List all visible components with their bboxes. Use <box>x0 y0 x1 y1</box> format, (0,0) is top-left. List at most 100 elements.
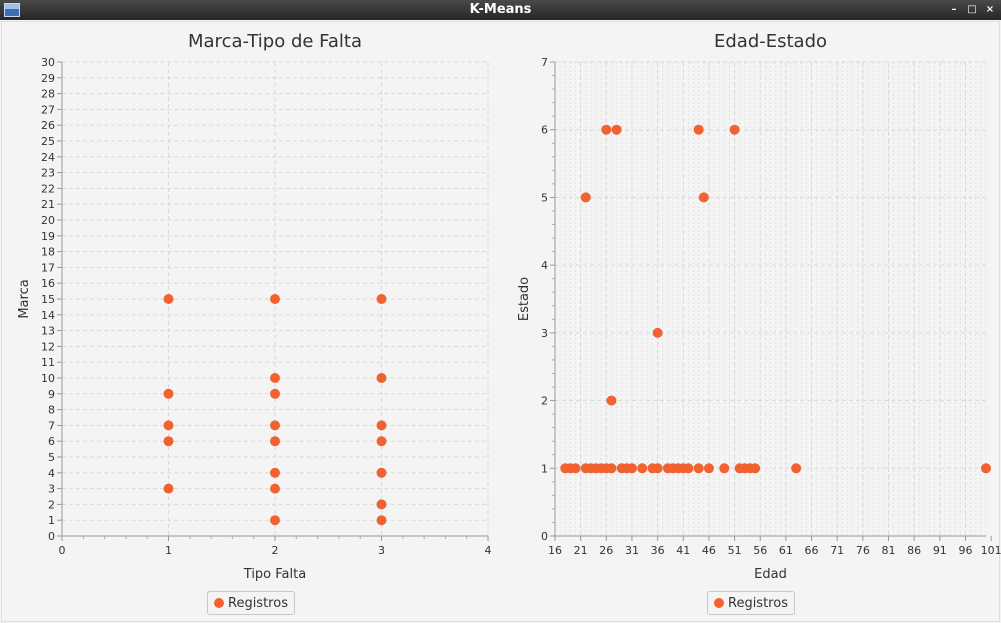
data-point <box>750 463 761 474</box>
y-tick-label: 30 <box>41 56 55 69</box>
data-point <box>693 124 704 135</box>
x-axis-label: Tipo Falta <box>243 567 306 582</box>
x-tick-label: 0 <box>59 544 66 557</box>
data-point <box>376 420 387 431</box>
x-tick-label: 101 <box>981 544 1001 557</box>
y-tick-label: 6 <box>541 124 548 137</box>
x-tick-label: 3 <box>378 544 385 557</box>
data-point <box>270 388 280 399</box>
y-tick-label: 29 <box>41 72 55 85</box>
x-tick-label: 26 <box>599 544 613 557</box>
data-point <box>376 499 387 510</box>
y-tick-label: 22 <box>41 182 55 195</box>
y-tick-label: 5 <box>541 191 548 204</box>
y-tick-label: 3 <box>541 327 548 340</box>
y-tick-label: 13 <box>41 325 55 338</box>
y-tick-label: 10 <box>41 372 55 385</box>
y-tick-label: 4 <box>541 259 548 272</box>
data-point <box>698 192 709 203</box>
data-point <box>270 467 280 478</box>
y-tick-label: 23 <box>41 167 55 180</box>
y-tick-label: 20 <box>41 214 55 227</box>
data-point <box>163 420 174 431</box>
x-tick-label: 1 <box>165 544 172 557</box>
y-tick-label: 2 <box>48 498 55 511</box>
y-tick-label: 1 <box>48 514 55 527</box>
x-tick-label: 76 <box>856 544 870 557</box>
chart-marca-tipo-falta: 0123456789101112131415161718192021222324… <box>17 31 492 582</box>
y-tick-label: 0 <box>48 530 55 543</box>
data-point <box>606 463 617 474</box>
data-point <box>163 294 174 304</box>
y-tick-label: 1 <box>541 462 548 475</box>
y-tick-label: 18 <box>41 246 55 259</box>
legend-left: Registros <box>207 591 295 615</box>
data-point <box>570 463 581 474</box>
x-tick-label: 71 <box>830 544 844 557</box>
y-tick-label: 16 <box>41 277 55 290</box>
x-tick-label: 56 <box>753 544 767 557</box>
y-tick-label: 3 <box>48 483 55 496</box>
x-tick-label: 36 <box>651 544 665 557</box>
y-tick-label: 5 <box>48 451 55 464</box>
legend-right: Registros <box>707 591 795 615</box>
data-point <box>693 463 704 474</box>
chart-title: Edad-Estado <box>714 31 827 52</box>
legend-label: Registros <box>228 595 288 611</box>
data-point <box>376 436 387 447</box>
legend-label: Registros <box>728 595 788 611</box>
x-tick-label: 4 <box>485 544 492 557</box>
legend-marker <box>714 598 724 608</box>
data-point <box>703 463 714 474</box>
data-point <box>791 463 802 474</box>
data-point <box>270 515 280 526</box>
data-point <box>376 467 387 478</box>
x-tick-label: 46 <box>702 544 716 557</box>
x-axis-label: Edad <box>754 567 787 582</box>
data-point <box>683 463 694 474</box>
x-tick-label: 2 <box>272 544 279 557</box>
data-point <box>376 515 387 526</box>
minimize-icon[interactable]: – <box>951 4 957 15</box>
data-point <box>637 463 648 474</box>
y-axis-label: Marca <box>17 279 32 318</box>
chart-title: Marca-Tipo de Falta <box>188 31 362 52</box>
data-point <box>652 327 663 338</box>
data-point <box>652 463 663 474</box>
charts-panel: 0 1 2 3 4 5 6 7 8 9 10 11 12 13 14 15 16 17 18 19 20 21 22 23 24… <box>1 21 1001 622</box>
y-tick-label: 7 <box>48 419 55 432</box>
y-tick-label: 17 <box>41 261 55 274</box>
legend-marker <box>214 598 224 608</box>
data-point <box>611 124 622 135</box>
x-tick-label: 41 <box>676 544 690 557</box>
maximize-icon[interactable]: □ <box>967 4 977 15</box>
data-point <box>981 463 991 474</box>
x-tick-label: 21 <box>574 544 588 557</box>
y-tick-label: 4 <box>48 467 55 480</box>
y-tick-label: 21 <box>41 198 55 211</box>
y-tick-label: 25 <box>41 135 55 148</box>
data-point <box>270 373 280 383</box>
data-point <box>729 124 740 135</box>
close-icon[interactable]: × <box>985 4 995 15</box>
data-point <box>270 294 280 304</box>
x-tick-label: 31 <box>625 544 639 557</box>
data-point <box>626 463 637 474</box>
data-point <box>163 436 174 447</box>
y-tick-label: 6 <box>48 435 55 448</box>
data-point <box>270 483 280 494</box>
x-tick-label: 16 <box>548 544 562 557</box>
window-title: K-Means <box>469 2 532 17</box>
y-tick-label: 7 <box>541 56 548 69</box>
y-axis-label: Estado <box>517 277 532 321</box>
y-tick-label: 24 <box>41 151 55 164</box>
data-point <box>601 124 612 135</box>
data-point <box>376 373 387 383</box>
x-tick-label: 86 <box>907 544 921 557</box>
y-tick-label: 0 <box>541 530 548 543</box>
window-titlebar[interactable]: K-Means – □ × <box>0 0 1001 20</box>
y-tick-label: 19 <box>41 230 55 243</box>
app-icon <box>4 3 20 17</box>
y-tick-label: 14 <box>41 309 55 322</box>
